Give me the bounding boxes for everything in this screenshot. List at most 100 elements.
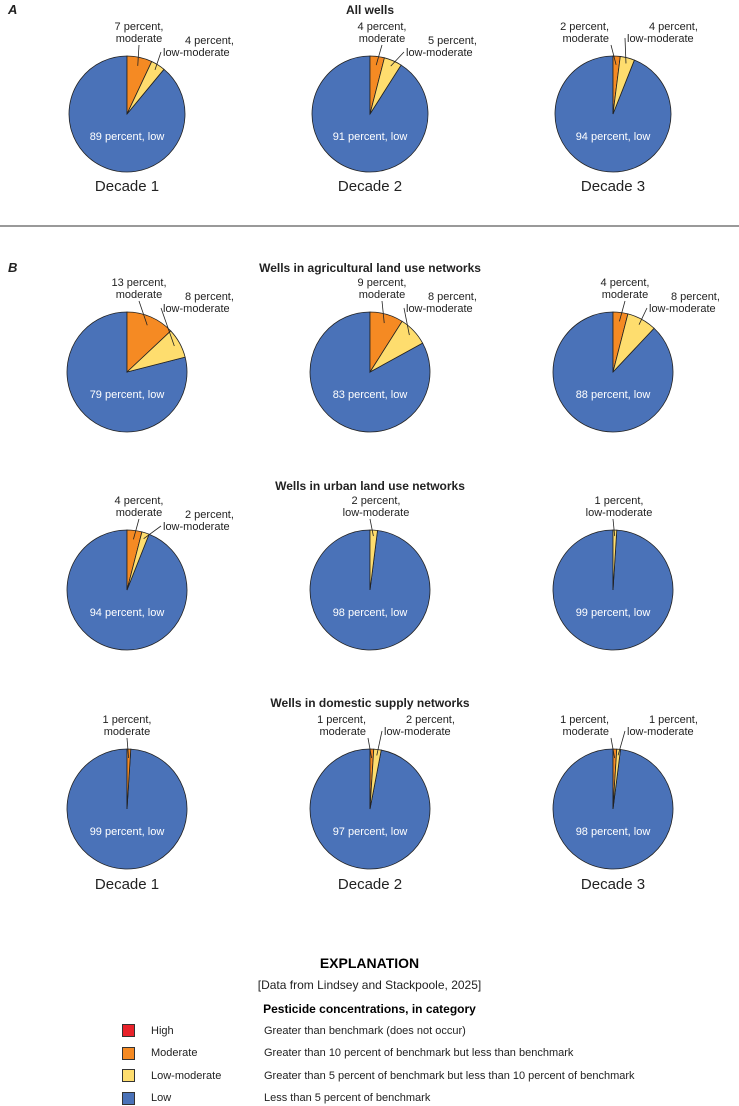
decade-label: Decade 2 — [338, 178, 402, 195]
decade-label: Decade 3 — [581, 876, 645, 893]
slice-label-low-moderate-value: 4 percent, — [649, 21, 698, 33]
slice-low-moderate — [126, 60, 165, 115]
legend-name: High — [151, 1024, 174, 1037]
panel-label-a: A — [7, 2, 17, 17]
legend-swatch — [122, 1069, 135, 1082]
slice-low-moderate — [612, 748, 621, 810]
slice-moderate — [126, 748, 132, 810]
leader-line — [376, 730, 383, 756]
slice-label-low-moderate-category: low-moderate — [406, 303, 473, 315]
leader-line — [617, 730, 626, 756]
slice-label-low-moderate-value: 2 percent, — [352, 495, 401, 507]
legend-description: Greater than benchmark (does not occur) — [264, 1024, 466, 1037]
chart-title: Wells in domestic supply networks — [270, 696, 469, 710]
slice-low-moderate — [369, 57, 402, 115]
legend-swatch — [122, 1091, 135, 1105]
leader-line — [403, 307, 410, 336]
slice-label-low: 89 percent, low — [90, 131, 165, 143]
legend-item-low: Low Less than 5 percent of benchmark — [122, 1091, 431, 1105]
slice-low-moderate — [612, 56, 635, 115]
leader-line — [381, 300, 385, 324]
slice-label-low-moderate-value: 1 percent, — [649, 714, 698, 726]
slice-label-low: 98 percent, low — [576, 826, 651, 838]
slice-label-moderate-category: moderate — [563, 33, 609, 45]
leader-line — [367, 737, 372, 759]
slice-label-low-moderate-category: low-moderate — [586, 507, 653, 519]
slice-label-moderate-value: 9 percent, — [358, 277, 407, 289]
leader-line — [126, 737, 130, 759]
slice-label-low: 79 percent, low — [90, 389, 165, 401]
legend-swatch — [122, 1024, 135, 1037]
decade-label: Decade 1 — [95, 178, 159, 195]
slice-label-low-moderate-category: low-moderate — [163, 303, 230, 315]
slice-label-low-moderate-value: 1 percent, — [595, 495, 644, 507]
decade-label: Decade 2 — [338, 876, 402, 893]
decade-label: Decade 3 — [581, 178, 645, 195]
leader-line — [390, 51, 405, 67]
slice-label-low-moderate-value: 5 percent, — [428, 35, 477, 47]
slice-label-low: 88 percent, low — [576, 389, 651, 401]
leader-line — [638, 307, 648, 325]
slice-label-moderate-category: moderate — [116, 289, 162, 301]
slice-label-moderate-value: 13 percent, — [111, 277, 166, 289]
leader-line — [610, 737, 615, 759]
slice-label-moderate-value: 4 percent, — [601, 277, 650, 289]
slice-low-moderate — [126, 330, 186, 373]
legend-item-low_moderate: Low-moderate Greater than 5 percent of be… — [122, 1069, 635, 1082]
chart-title: Wells in urban land use networks — [275, 479, 465, 493]
legend-description: Less than 5 percent of benchmark — [264, 1092, 431, 1104]
slice-low-moderate — [369, 529, 378, 591]
slice-label-low-moderate-category: low-moderate — [406, 47, 473, 59]
legend-item-moderate: Moderate Greater than 10 percent of bench… — [122, 1046, 574, 1060]
slice-label-low: 99 percent, low — [90, 826, 165, 838]
legend-item-high: High Greater than benchmark (does not occ… — [122, 1024, 466, 1037]
slice-label-low-moderate-value: 4 percent, — [185, 35, 234, 47]
leader-line — [143, 525, 162, 539]
leader-line — [133, 518, 140, 540]
chart-title: All wells — [346, 3, 394, 17]
explanation-source: [Data from Lindsey and Stackpoole, 2025] — [257, 978, 482, 992]
slice-label-moderate-category: moderate — [104, 726, 150, 738]
legend-swatch — [122, 1046, 135, 1060]
slice-label-low: 97 percent, low — [333, 826, 408, 838]
explanation-subtitle: Pesticide concentrations, in category — [263, 1002, 476, 1016]
slice-label-low: 99 percent, low — [576, 607, 651, 619]
leader-line — [154, 51, 162, 71]
slice-label-moderate-category: moderate — [563, 726, 609, 738]
slice-label-moderate-value: 1 percent, — [103, 714, 152, 726]
leader-line — [375, 44, 383, 66]
leader-line — [624, 37, 627, 64]
slice-label-low-moderate-category: low-moderate — [649, 303, 716, 315]
leader-line — [612, 518, 616, 537]
slice-label-moderate-value: 1 percent, — [317, 714, 366, 726]
slice-label-low-moderate-category: low-moderate — [163, 47, 230, 59]
slice-label-low-moderate-value: 8 percent, — [185, 291, 234, 303]
slice-label-moderate-value: 4 percent, — [358, 21, 407, 33]
slice-label-low-moderate-category: low-moderate — [627, 726, 694, 738]
slice-label-low-moderate-value: 2 percent, — [406, 714, 455, 726]
slice-label-low-moderate-value: 8 percent, — [671, 291, 720, 303]
slice-label-low: 94 percent, low — [90, 607, 165, 619]
chart-title: Wells in agricultural land use networks — [259, 261, 481, 275]
slice-label-low-moderate-category: low-moderate — [627, 33, 694, 45]
slice-label-low: 83 percent, low — [333, 389, 408, 401]
slice-low-moderate — [612, 529, 618, 591]
decade-label: Decade 1 — [95, 876, 159, 893]
legend-description: Greater than 5 percent of benchmark but … — [264, 1069, 635, 1082]
panel-label-b: B — [8, 260, 17, 275]
slice-label-moderate-category: moderate — [359, 33, 405, 45]
leader-line — [160, 307, 175, 347]
slice-label-moderate-value: 1 percent, — [560, 714, 609, 726]
leader-line — [137, 44, 140, 66]
slice-label-moderate-category: moderate — [116, 507, 162, 519]
slice-label-moderate-category: moderate — [116, 33, 162, 45]
leader-line — [610, 44, 617, 65]
legend-description: Greater than 10 percent of benchmark but… — [264, 1047, 574, 1059]
slice-label-low: 94 percent, low — [576, 131, 651, 143]
slice-label-moderate-value: 7 percent, — [115, 21, 164, 33]
legend-name: Low-moderate — [151, 1069, 222, 1082]
slice-label-low-moderate-value: 2 percent, — [185, 509, 234, 521]
legend-name: Moderate — [151, 1047, 198, 1059]
